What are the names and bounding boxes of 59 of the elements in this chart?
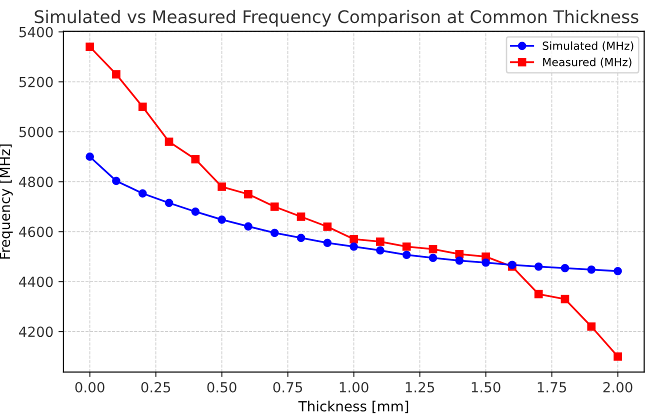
point bbox=[534, 262, 543, 271]
point bbox=[402, 242, 411, 251]
point bbox=[218, 216, 226, 224]
point bbox=[402, 250, 411, 260]
point bbox=[323, 238, 332, 248]
x-tick-label: 0.00 bbox=[75, 382, 104, 392]
legend-label: Simulated (MHz) bbox=[542, 41, 634, 52]
point bbox=[455, 256, 464, 265]
x-tick-label: 0.50 bbox=[207, 382, 236, 392]
point bbox=[270, 202, 279, 211]
point bbox=[218, 182, 226, 191]
y-tick-label: 4600 bbox=[19, 226, 53, 238]
point bbox=[560, 264, 570, 272]
point bbox=[112, 70, 120, 78]
point bbox=[270, 228, 279, 238]
point bbox=[482, 258, 490, 267]
point bbox=[164, 138, 174, 146]
point bbox=[350, 234, 358, 244]
x-tick-label: 1.25 bbox=[406, 382, 434, 392]
y-tick-label: 4400 bbox=[19, 276, 53, 288]
y-tick-label: 4200 bbox=[19, 326, 53, 338]
point bbox=[138, 102, 147, 111]
point bbox=[296, 212, 306, 221]
point bbox=[587, 322, 596, 331]
y-tick-label: 5000 bbox=[19, 126, 53, 138]
point bbox=[244, 190, 252, 198]
point bbox=[86, 42, 94, 51]
point bbox=[164, 198, 174, 208]
point bbox=[323, 222, 332, 231]
point bbox=[86, 152, 94, 161]
point bbox=[376, 237, 384, 246]
point bbox=[534, 290, 543, 298]
point bbox=[560, 294, 570, 304]
x-tick-label: 2.00 bbox=[603, 382, 632, 392]
x-tick-label: 1.75 bbox=[538, 382, 566, 392]
point bbox=[191, 208, 200, 216]
point bbox=[350, 242, 358, 251]
x-tick-label: 1.50 bbox=[472, 382, 500, 392]
point bbox=[376, 246, 384, 255]
point bbox=[428, 254, 438, 262]
point bbox=[455, 250, 464, 258]
x-tick-label: 1.00 bbox=[340, 382, 368, 392]
point bbox=[112, 176, 120, 186]
point bbox=[614, 266, 622, 276]
legend-label: Measured (MHz) bbox=[543, 58, 632, 68]
x-tick-label: 0.75 bbox=[273, 382, 302, 392]
y-tick-label: 5400 bbox=[19, 26, 53, 38]
y-tick-label: 4800 bbox=[19, 176, 53, 188]
point bbox=[587, 265, 596, 274]
y-tick-label: 5200 bbox=[19, 76, 53, 88]
point bbox=[296, 234, 306, 242]
x-axis-title: Thickness [mm] bbox=[298, 400, 408, 414]
point bbox=[244, 222, 252, 231]
chart-title: Simulated vs Measured Frequency Comparison at Common Thickness bbox=[34, 10, 638, 27]
point bbox=[428, 244, 438, 254]
point bbox=[191, 155, 200, 164]
x-tick-label: 0.25 bbox=[141, 382, 170, 392]
point bbox=[138, 189, 147, 198]
point bbox=[614, 352, 622, 361]
